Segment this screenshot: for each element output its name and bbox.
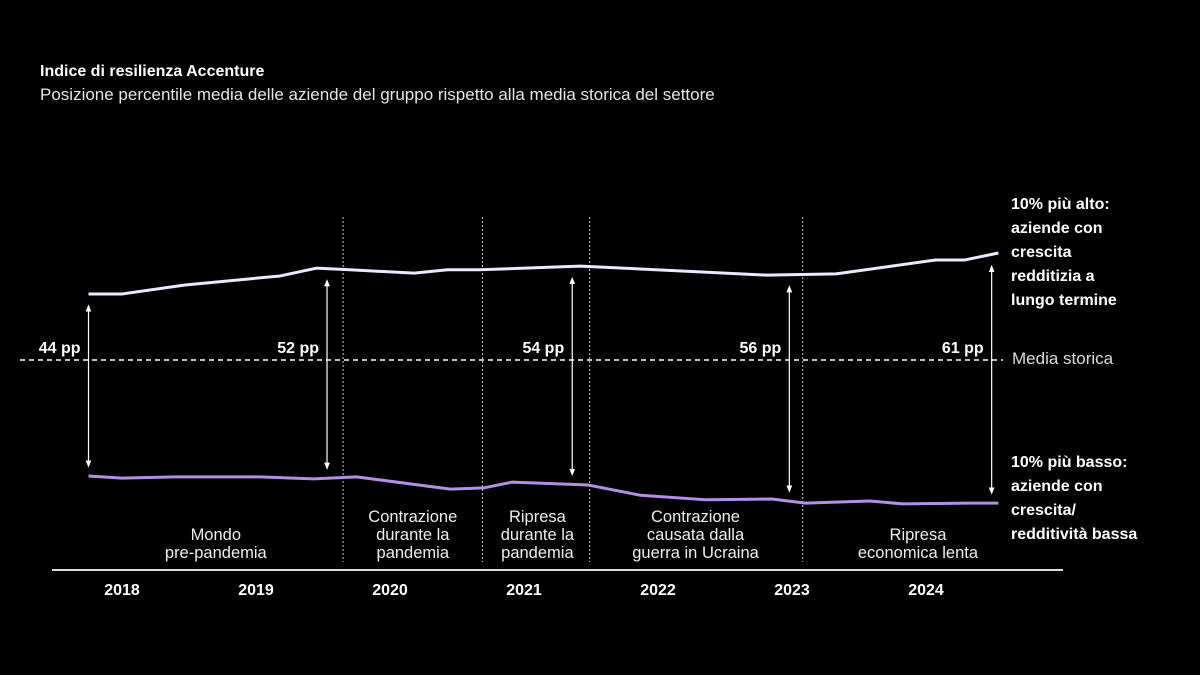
- year-tick-label: 2020: [372, 582, 408, 599]
- period-label: Ripresa economica lenta: [857, 526, 979, 562]
- gap-label: 61 pp: [941, 340, 984, 357]
- chart-subtitle: Posizione percentile media delle aziende…: [40, 85, 715, 104]
- year-tick-label: 2018: [104, 582, 140, 599]
- year-tick-label: 2022: [640, 582, 676, 599]
- bottom-decile-line: [88, 474, 999, 506]
- year-tick-label: 2019: [238, 582, 274, 599]
- period-label: Mondo pre-pandemia: [164, 526, 267, 562]
- gap-label: 56 pp: [739, 340, 782, 357]
- period-label: Ripresa durante la pandemia: [500, 508, 575, 562]
- top-decile-line: [88, 251, 999, 296]
- top-series-label: 10% più alto: aziende con crescita reddi…: [1011, 196, 1117, 309]
- bottom-series-label: 10% più basso: aziende con crescita/ red…: [1011, 454, 1138, 543]
- gap-label: 44 pp: [38, 340, 81, 357]
- baseline-label: Media storica: [1012, 349, 1114, 368]
- period-label: Contrazione durante la pandemia: [368, 508, 458, 562]
- gap-label: 52 pp: [277, 340, 320, 357]
- year-tick-label: 2021: [506, 582, 542, 599]
- chart-title: Indice di resilienza Accenture: [40, 63, 265, 80]
- period-label: Contrazione causata dalla guerra in Ucra…: [632, 508, 759, 562]
- year-tick-label: 2024: [908, 582, 944, 599]
- year-tick-label: 2023: [774, 582, 810, 599]
- gap-label: 54 pp: [522, 340, 565, 357]
